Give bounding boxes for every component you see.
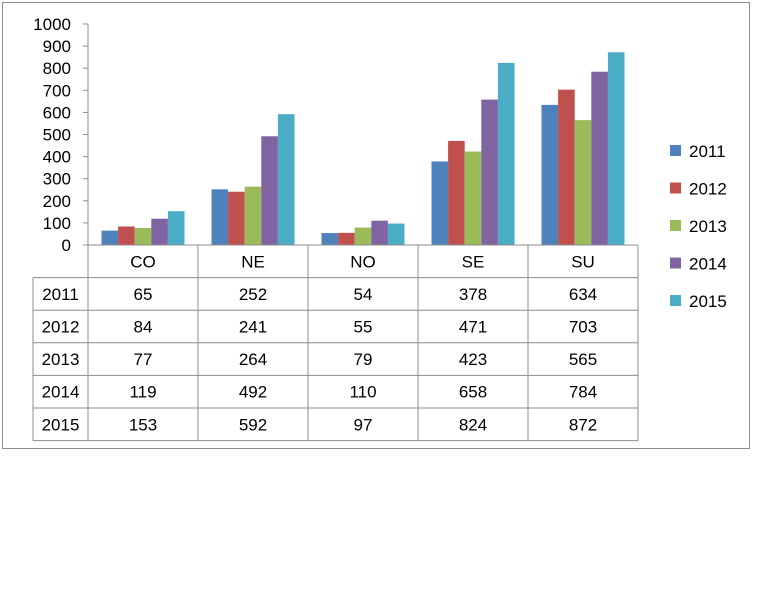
x-tick-label: SU xyxy=(571,252,595,271)
bar-su-2014 xyxy=(591,71,608,246)
table-cell-value: 119 xyxy=(129,383,156,402)
table-cell-value: 84 xyxy=(134,318,153,337)
y-tick-label: 1000 xyxy=(33,15,71,34)
bar-su-2011 xyxy=(541,104,559,245)
table-cell-value: 241 xyxy=(239,318,267,337)
bar-ne-2011 xyxy=(211,189,229,245)
y-tick-label: 800 xyxy=(43,59,71,78)
y-tick-label: 900 xyxy=(43,37,71,56)
bar-ne-2012 xyxy=(228,191,245,245)
table-cell-value: 703 xyxy=(569,318,597,337)
bar-se-2011 xyxy=(431,161,449,245)
x-tick-label: SE xyxy=(462,252,485,271)
bar-no-2015 xyxy=(387,223,405,245)
legend-label: 2013 xyxy=(689,217,727,236)
table-cell-value: 79 xyxy=(354,350,373,369)
bar-no-2012 xyxy=(338,232,355,245)
bar-se-2013 xyxy=(464,151,482,245)
y-tick-label: 100 xyxy=(43,214,71,233)
legend-label: 2015 xyxy=(689,292,727,311)
y-tick-label: 500 xyxy=(43,126,71,145)
bar-su-2012 xyxy=(558,89,575,246)
bar-su-2015 xyxy=(607,52,625,246)
table-series-label: 2013 xyxy=(42,350,80,369)
table-cell-value: 55 xyxy=(354,318,373,337)
x-tick-label: NE xyxy=(241,252,265,271)
bar-se-2014 xyxy=(481,99,498,245)
table-series-label: 2015 xyxy=(42,415,80,434)
table-cell-value: 65 xyxy=(134,285,153,304)
legend-label: 2011 xyxy=(689,142,726,161)
table-cell-value: 824 xyxy=(459,415,487,434)
legend-swatch-2015 xyxy=(670,295,681,306)
table-cell-value: 378 xyxy=(459,285,487,304)
bar-ne-2014 xyxy=(261,136,278,245)
y-tick-label: 700 xyxy=(43,81,71,100)
legend-label: 2012 xyxy=(689,180,727,199)
table-cell-value: 592 xyxy=(239,415,267,434)
table-cell-value: 264 xyxy=(239,350,267,369)
table-cell-value: 492 xyxy=(239,383,267,402)
table-cell-value: 634 xyxy=(569,285,597,304)
y-tick-label: 600 xyxy=(43,103,71,122)
table-series-label: 2012 xyxy=(42,318,80,337)
table-cell-value: 872 xyxy=(569,415,597,434)
table-series-label: 2011 xyxy=(42,285,79,304)
y-tick-label: 400 xyxy=(43,148,71,167)
table-cell-value: 97 xyxy=(354,415,373,434)
bar-no-2011 xyxy=(321,233,339,245)
bar-co-2015 xyxy=(167,211,185,245)
legend-swatch-2011 xyxy=(670,145,681,156)
y-tick-label: 300 xyxy=(43,170,71,189)
bar-se-2012 xyxy=(448,140,465,245)
table-cell-value: 77 xyxy=(134,350,153,369)
bar-no-2013 xyxy=(354,227,372,245)
x-tick-label: CO xyxy=(130,252,156,271)
legend-label: 2014 xyxy=(689,255,727,274)
bar-co-2012 xyxy=(118,226,135,245)
table-cell-value: 658 xyxy=(459,383,487,402)
bar-ne-2013 xyxy=(244,186,262,245)
bar-ne-2015 xyxy=(277,114,295,245)
table-cell-value: 252 xyxy=(239,285,267,304)
legend-swatch-2013 xyxy=(670,220,681,231)
bar-co-2013 xyxy=(134,227,152,245)
table-cell-value: 54 xyxy=(354,285,373,304)
bar-co-2011 xyxy=(101,230,119,245)
legend-swatch-2014 xyxy=(670,257,681,269)
y-tick-label: 200 xyxy=(43,192,71,211)
bar-no-2014 xyxy=(371,220,388,245)
table-cell-value: 423 xyxy=(459,350,487,369)
table-cell-value: 784 xyxy=(569,383,597,402)
table-cell-value: 153 xyxy=(129,415,157,434)
x-tick-label: NO xyxy=(350,252,376,271)
table-series-label: 2014 xyxy=(42,383,80,402)
y-tick-label: 0 xyxy=(62,236,71,255)
bar-su-2013 xyxy=(574,120,592,245)
table-cell-value: 110 xyxy=(349,383,376,402)
bar-co-2014 xyxy=(151,218,168,245)
bar-se-2015 xyxy=(497,62,515,246)
table-cell-value: 471 xyxy=(459,318,487,337)
legend-swatch-2012 xyxy=(670,182,681,194)
table-cell-value: 565 xyxy=(569,350,597,369)
